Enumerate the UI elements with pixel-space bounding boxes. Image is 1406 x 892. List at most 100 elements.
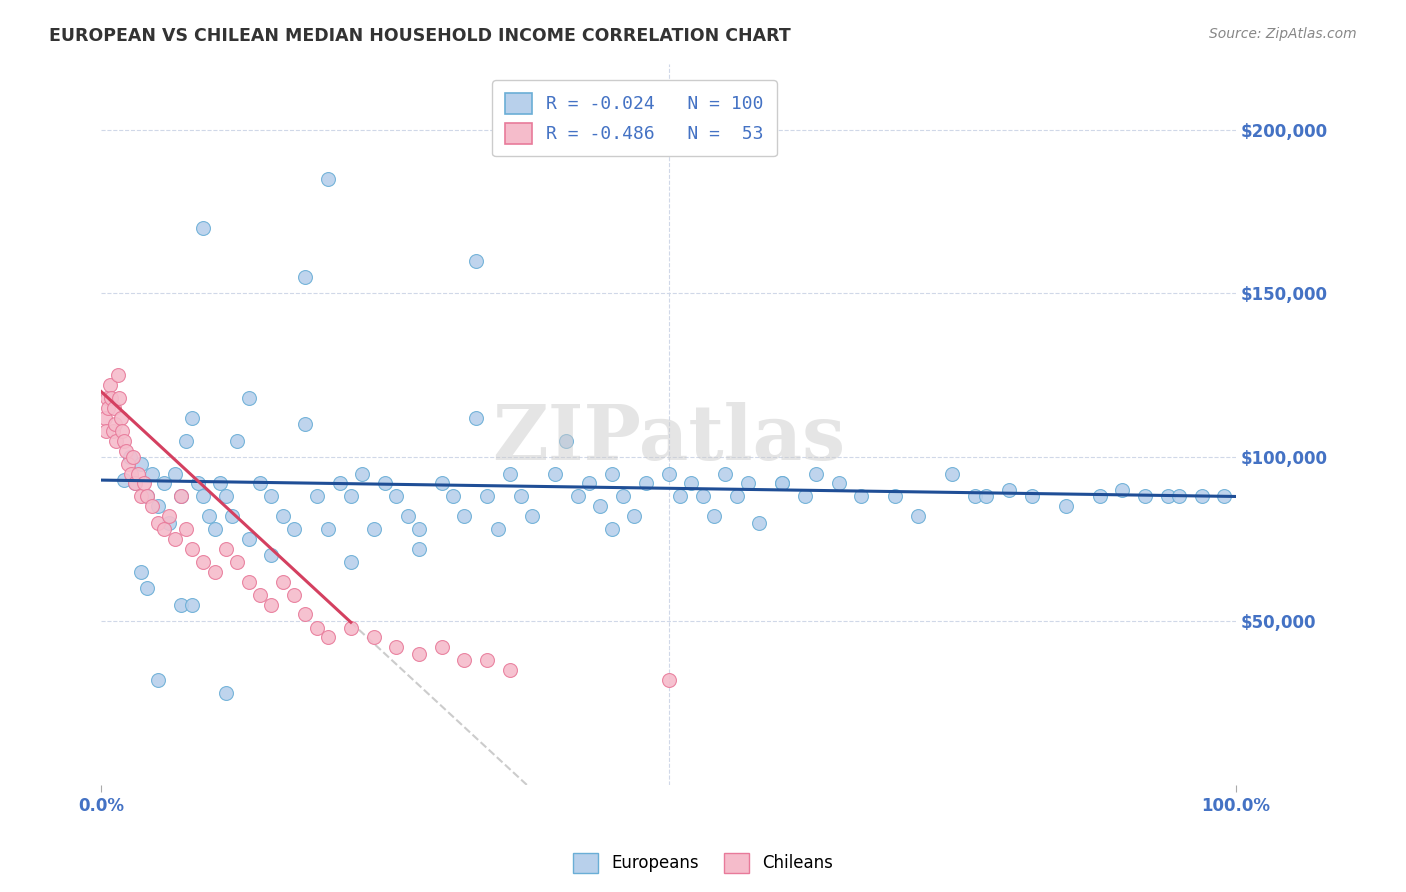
Point: [163, 532, 186, 546]
Point: [124, 476, 146, 491]
Point: [352, 467, 374, 481]
Point: [363, 631, 385, 645]
Point: [441, 490, 464, 504]
Point: [193, 220, 215, 235]
Point: [408, 522, 430, 536]
Point: [170, 490, 193, 504]
Point: [555, 434, 578, 448]
Point: [110, 410, 132, 425]
Point: [146, 500, 169, 514]
Point: [499, 663, 522, 677]
Point: [249, 588, 271, 602]
Point: [176, 434, 198, 448]
Point: [475, 653, 498, 667]
Point: [260, 598, 283, 612]
Point: [249, 476, 271, 491]
Point: [499, 467, 522, 481]
Point: [396, 509, 419, 524]
Point: [238, 532, 260, 546]
Point: [221, 509, 243, 524]
Text: ZIPatlas: ZIPatlas: [492, 401, 845, 475]
Point: [204, 522, 226, 536]
Point: [181, 410, 204, 425]
Point: [260, 490, 283, 504]
Point: [104, 417, 127, 432]
Point: [193, 555, 215, 569]
Point: [146, 673, 169, 687]
Point: [129, 490, 152, 504]
Point: [96, 391, 118, 405]
Point: [340, 555, 363, 569]
Point: [714, 467, 737, 481]
Point: [260, 549, 283, 563]
Point: [634, 476, 657, 491]
Point: [129, 565, 152, 579]
Point: [152, 476, 174, 491]
Point: [271, 509, 294, 524]
Point: [657, 673, 679, 687]
Point: [238, 574, 260, 589]
Point: [374, 476, 396, 491]
Point: [181, 541, 204, 556]
Point: [316, 522, 339, 536]
Point: [226, 555, 249, 569]
Point: [430, 476, 453, 491]
Point: [124, 476, 146, 491]
Point: [93, 410, 115, 425]
Point: [305, 490, 328, 504]
Point: [118, 450, 141, 465]
Point: [1213, 490, 1236, 504]
Point: [120, 467, 142, 481]
Point: [163, 467, 186, 481]
Point: [170, 598, 193, 612]
Point: [294, 270, 316, 285]
Point: [316, 631, 339, 645]
Point: [157, 509, 180, 524]
Point: [187, 476, 209, 491]
Point: [141, 500, 163, 514]
Point: [669, 490, 692, 504]
Point: [600, 522, 623, 536]
Point: [681, 476, 703, 491]
Point: [135, 490, 157, 504]
Point: [283, 522, 305, 536]
Point: [97, 401, 120, 415]
Point: [692, 490, 714, 504]
Point: [294, 417, 316, 432]
Point: [612, 490, 634, 504]
Point: [226, 434, 249, 448]
Point: [111, 424, 134, 438]
Point: [804, 467, 827, 481]
Legend: R = -0.024   N = 100, R = -0.486   N =  53: R = -0.024 N = 100, R = -0.486 N = 53: [492, 80, 776, 156]
Point: [851, 490, 873, 504]
Point: [408, 541, 430, 556]
Point: [1133, 490, 1156, 504]
Point: [103, 401, 125, 415]
Point: [941, 467, 963, 481]
Point: [176, 522, 198, 536]
Point: [1168, 490, 1191, 504]
Point: [1156, 490, 1178, 504]
Point: [316, 171, 339, 186]
Point: [453, 653, 475, 667]
Point: [453, 509, 475, 524]
Point: [737, 476, 759, 491]
Point: [385, 640, 408, 655]
Point: [129, 457, 152, 471]
Point: [510, 490, 533, 504]
Point: [105, 434, 128, 448]
Point: [578, 476, 600, 491]
Text: Source: ZipAtlas.com: Source: ZipAtlas.com: [1209, 27, 1357, 41]
Point: [204, 565, 226, 579]
Point: [770, 476, 793, 491]
Point: [209, 476, 232, 491]
Point: [152, 522, 174, 536]
Legend: Europeans, Chileans: Europeans, Chileans: [567, 847, 839, 880]
Point: [94, 424, 117, 438]
Point: [198, 509, 221, 524]
Point: [181, 598, 204, 612]
Point: [115, 443, 138, 458]
Point: [408, 647, 430, 661]
Point: [117, 457, 139, 471]
Point: [101, 424, 124, 438]
